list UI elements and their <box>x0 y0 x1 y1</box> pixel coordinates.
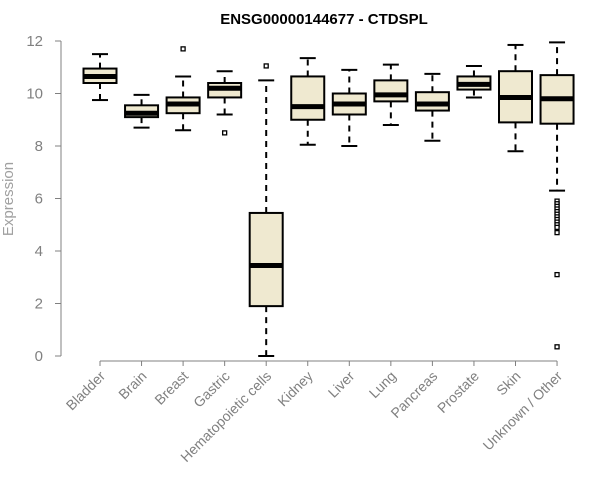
box-group <box>498 43 533 153</box>
box <box>290 75 326 121</box>
box-group <box>124 93 160 129</box>
x-tick-label: Unknown / Other <box>480 368 566 454</box>
y-axis: 0 2 4 6 8 10 12 <box>26 33 62 365</box>
box-group <box>456 64 492 99</box>
box-group <box>414 72 450 142</box>
y-tick-label: 4 <box>35 243 43 260</box>
x-tick-label: Skin <box>493 368 524 399</box>
boxes <box>82 41 575 357</box>
y-tick-label: 0 <box>35 348 43 365</box>
box <box>414 91 450 112</box>
y-tick-label: 2 <box>35 296 43 313</box>
outlier-point <box>180 46 186 52</box>
box-group <box>539 41 575 350</box>
box-group <box>373 63 409 126</box>
x-tick-label: Breast <box>151 368 191 408</box>
box-group <box>290 57 326 146</box>
outlier-point <box>221 130 228 136</box>
outlier-point <box>263 63 269 69</box>
outlier-point <box>554 229 560 236</box>
y-tick-label: 12 <box>26 33 43 50</box>
box <box>373 79 409 103</box>
box-group <box>248 63 284 357</box>
y-tick-label: 6 <box>35 191 43 208</box>
x-tick-label: Brain <box>115 368 149 402</box>
box-group <box>331 68 367 147</box>
box-group <box>82 53 118 102</box>
x-tick-label: Liver <box>325 368 358 401</box>
outlier-point <box>554 224 560 231</box>
x-tick-label: Prostate <box>434 368 482 416</box>
x-tick-label: Lung <box>366 368 399 401</box>
outlier-point <box>554 344 560 350</box>
x-tick-label: Bladder <box>63 368 109 414</box>
y-tick-label: 10 <box>26 86 43 103</box>
box <box>248 211 284 308</box>
x-tick-label: Kidney <box>274 368 316 410</box>
y-tick-label: 8 <box>35 138 43 155</box>
outlier-point <box>554 271 560 278</box>
box-group <box>165 46 201 132</box>
box-group <box>207 70 243 136</box>
chart-title: ENSG00000144677 - CTDSPL <box>220 11 428 28</box>
y-axis-title: Expression <box>0 162 17 236</box>
